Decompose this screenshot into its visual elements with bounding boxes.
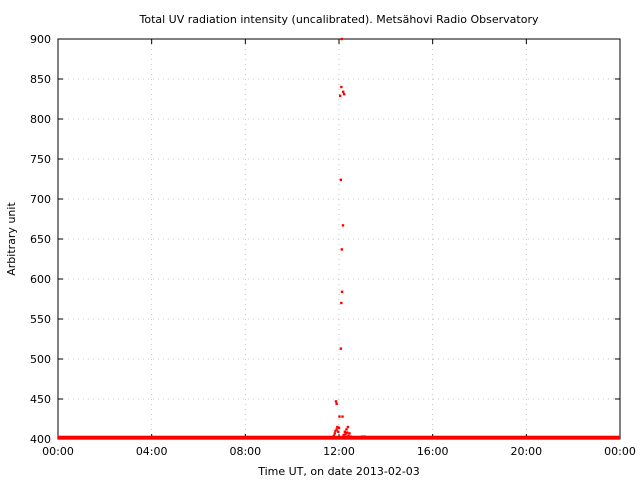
- data-point: [334, 400, 338, 403]
- data-point: [340, 85, 343, 89]
- grid-lines: [58, 39, 620, 439]
- data-point: [332, 434, 336, 437]
- data-point: [340, 37, 344, 41]
- data-point: [335, 402, 338, 405]
- y-tick-label: 800: [30, 113, 51, 126]
- y-tick-label: 400: [30, 433, 51, 446]
- data-point: [342, 433, 345, 437]
- y-tick-label: 450: [30, 393, 51, 406]
- data-point: [345, 431, 349, 434]
- x-tick-label: 04:00: [136, 445, 168, 458]
- data-point: [339, 347, 343, 350]
- data-point: [345, 428, 348, 431]
- tick-labels: 400 450 500 550 600 650 700 750 800 850 900 00:00 04…: [30, 33, 636, 458]
- baseline-point-band: [58, 435, 620, 440]
- x-tick-label: 00:00: [42, 445, 74, 458]
- y-tick-label: 500: [30, 353, 51, 366]
- data-point: [363, 435, 366, 438]
- data-point: [348, 432, 351, 435]
- data-point: [338, 415, 341, 418]
- x-axis-label: Time UT, on date 2013-02-03: [257, 465, 420, 478]
- x-tick-label: 12:00: [323, 445, 355, 458]
- data-point: [340, 290, 344, 293]
- data-point: [339, 178, 343, 181]
- data-point: [337, 430, 340, 433]
- data-point: [344, 433, 347, 436]
- data-point: [338, 94, 342, 97]
- x-tick-label: 16:00: [417, 445, 449, 458]
- chart-title: Total UV radiation intensity (uncalibrat…: [139, 13, 539, 26]
- data-point: [334, 429, 337, 433]
- data-point: [349, 435, 352, 438]
- data-point: [333, 432, 336, 435]
- data-series: [58, 37, 620, 440]
- data-point: [342, 93, 346, 96]
- data-point: [341, 224, 345, 227]
- x-tick-label: 00:00: [604, 445, 636, 458]
- data-point: [341, 415, 344, 418]
- axis-ticks: [57, 38, 621, 440]
- data-point: [336, 425, 339, 429]
- y-tick-label: 700: [30, 193, 51, 206]
- y-tick-label: 850: [30, 73, 51, 86]
- y-tick-label: 650: [30, 233, 51, 246]
- y-tick-label: 900: [30, 33, 51, 46]
- data-point: [343, 430, 347, 433]
- x-tick-label: 08:00: [229, 445, 261, 458]
- data-point: [361, 435, 364, 438]
- data-point: [347, 434, 350, 437]
- data-point: [337, 426, 341, 429]
- y-tick-label: 550: [30, 313, 51, 326]
- data-point: [346, 425, 350, 429]
- y-axis-label: Arbitrary unit: [5, 202, 18, 276]
- y-tick-label: 600: [30, 273, 51, 286]
- data-point: [335, 428, 338, 431]
- x-tick-label: 20:00: [510, 445, 542, 458]
- data-point: [340, 301, 343, 305]
- y-tick-label: 750: [30, 153, 51, 166]
- data-point: [342, 90, 345, 93]
- data-point: [340, 248, 344, 251]
